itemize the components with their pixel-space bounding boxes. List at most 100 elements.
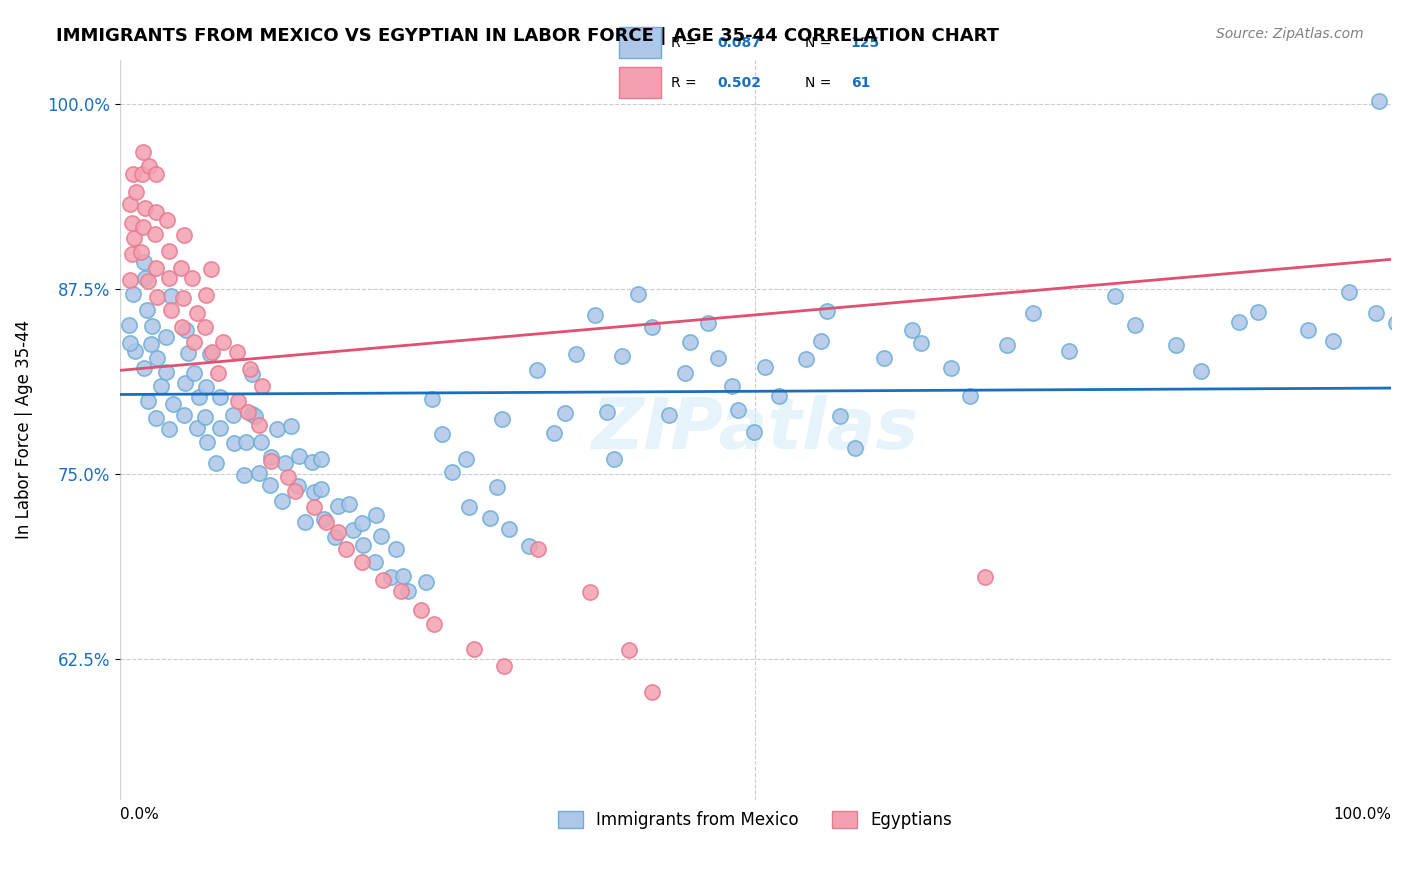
Point bbox=[121, 246, 143, 260]
Point bbox=[288, 449, 311, 463]
Text: IMMIGRANTS FROM MEXICO VS EGYPTIAN IN LABOR FORCE | AGE 35-44 CORRELATION CHART: IMMIGRANTS FROM MEXICO VS EGYPTIAN IN LA… bbox=[56, 27, 1000, 45]
Point bbox=[342, 524, 364, 538]
Legend: Immigrants from Mexico, Egyptians: Immigrants from Mexico, Egyptians bbox=[551, 804, 959, 836]
Point bbox=[209, 421, 232, 435]
Point bbox=[162, 396, 184, 410]
Text: 100.0%: 100.0% bbox=[1333, 807, 1391, 822]
Point bbox=[596, 405, 619, 419]
Point bbox=[173, 227, 195, 242]
Point bbox=[478, 511, 501, 525]
Point bbox=[149, 379, 172, 393]
Point bbox=[352, 516, 374, 530]
Y-axis label: In Labor Force | Age 35-44: In Labor Force | Age 35-44 bbox=[15, 320, 32, 539]
Point bbox=[118, 318, 141, 333]
Point bbox=[873, 351, 896, 365]
Point bbox=[200, 347, 222, 361]
Point bbox=[122, 286, 145, 301]
Point bbox=[205, 456, 228, 470]
Point bbox=[209, 390, 232, 404]
Point bbox=[194, 288, 217, 302]
Point bbox=[243, 409, 266, 424]
Point bbox=[131, 167, 153, 181]
Point bbox=[323, 529, 346, 543]
Point bbox=[157, 422, 180, 436]
Point bbox=[491, 411, 513, 425]
Point bbox=[156, 212, 179, 227]
Point bbox=[138, 159, 160, 173]
Point bbox=[492, 658, 515, 673]
Point bbox=[118, 335, 141, 350]
Point bbox=[391, 568, 413, 582]
Point bbox=[186, 420, 208, 434]
Point bbox=[222, 435, 245, 450]
Point bbox=[200, 261, 222, 276]
Point bbox=[174, 323, 197, 337]
Point bbox=[337, 497, 360, 511]
Point bbox=[1339, 285, 1361, 300]
Point bbox=[396, 583, 419, 598]
Point bbox=[131, 244, 153, 259]
Point bbox=[939, 360, 962, 375]
Point bbox=[432, 426, 454, 441]
Point bbox=[1123, 318, 1146, 332]
Point bbox=[335, 542, 357, 557]
Point bbox=[124, 344, 146, 359]
Point bbox=[134, 271, 156, 285]
Point bbox=[1189, 363, 1212, 377]
Text: 0.502: 0.502 bbox=[717, 76, 761, 90]
Point bbox=[1104, 289, 1126, 303]
Point bbox=[910, 336, 932, 351]
Point bbox=[155, 330, 177, 344]
Point bbox=[238, 405, 260, 419]
Point bbox=[380, 570, 402, 584]
Point bbox=[277, 470, 299, 484]
Point bbox=[252, 379, 274, 393]
Point bbox=[181, 270, 204, 285]
Point bbox=[844, 442, 866, 456]
Point bbox=[134, 201, 156, 215]
Point bbox=[1227, 315, 1250, 329]
Point bbox=[172, 320, 194, 334]
Point bbox=[183, 334, 205, 349]
Point bbox=[612, 349, 634, 363]
Point bbox=[266, 422, 288, 436]
Point bbox=[627, 286, 650, 301]
Point bbox=[328, 525, 350, 540]
Point bbox=[315, 515, 337, 529]
Point bbox=[242, 367, 264, 381]
Point bbox=[146, 351, 169, 366]
Point bbox=[828, 409, 851, 424]
Text: N =: N = bbox=[806, 76, 835, 90]
Point bbox=[742, 425, 765, 439]
Point bbox=[602, 452, 624, 467]
Point bbox=[371, 574, 394, 588]
Point bbox=[287, 479, 309, 493]
Point bbox=[901, 322, 924, 336]
Point bbox=[304, 485, 326, 500]
Point bbox=[141, 319, 163, 334]
Point bbox=[160, 302, 183, 317]
Point bbox=[696, 316, 718, 330]
Point bbox=[120, 273, 142, 287]
Point bbox=[145, 167, 167, 181]
Point bbox=[565, 347, 588, 361]
Point bbox=[226, 394, 249, 409]
Text: ZIPatlas: ZIPatlas bbox=[592, 395, 920, 464]
Point bbox=[145, 411, 167, 425]
Point bbox=[423, 616, 446, 631]
Point bbox=[122, 167, 145, 181]
Point bbox=[679, 335, 702, 350]
Point bbox=[1296, 322, 1319, 336]
Point bbox=[122, 231, 145, 245]
Point bbox=[727, 403, 749, 417]
Point bbox=[233, 467, 256, 482]
Point bbox=[284, 483, 307, 498]
Point bbox=[312, 512, 335, 526]
Point bbox=[212, 335, 235, 350]
Point bbox=[498, 522, 520, 536]
Point bbox=[370, 529, 392, 543]
Point bbox=[352, 538, 374, 552]
Point bbox=[173, 408, 195, 422]
Point bbox=[554, 406, 576, 420]
Point bbox=[389, 583, 412, 598]
